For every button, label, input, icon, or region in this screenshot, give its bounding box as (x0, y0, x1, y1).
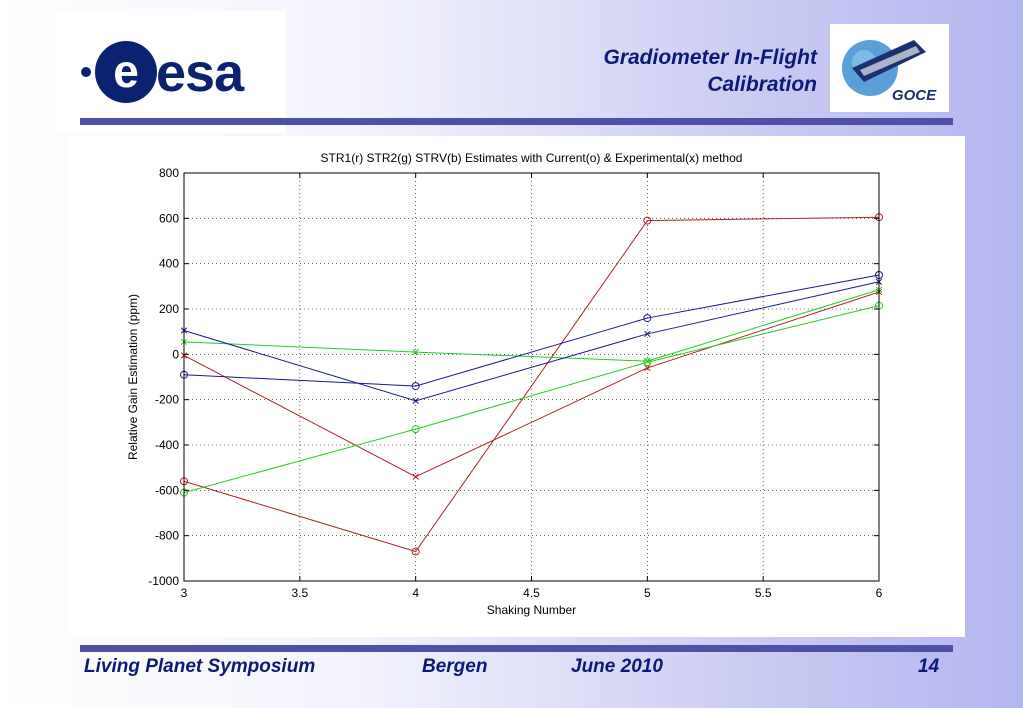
x-tick-label: 4.5 (523, 586, 540, 600)
header-divider (80, 118, 953, 125)
data-point-cross (644, 357, 651, 365)
slide-title-line2: Calibration (707, 73, 817, 96)
y-tick-label: 0 (172, 347, 179, 361)
chart-svg: 3 3.5 4 4.5 5 5.5 6 -1000 -800 -600 -400 -200 0 200 40… (126, 151, 883, 617)
footer-event: Living Planet Symposium (84, 656, 316, 677)
footer-divider (80, 645, 953, 652)
series-line (183, 281, 880, 402)
goce-logo-graphic: GOCE (842, 40, 937, 104)
esa-logo-graphic: e esa (81, 41, 246, 103)
slide-title: Gradiometer In-Flight Calibration (603, 44, 817, 98)
series-line (183, 274, 880, 387)
footer-location: Bergen (422, 656, 488, 677)
x-tick-label: 3.5 (291, 586, 308, 600)
series-line (183, 216, 880, 553)
data-point-circle (643, 216, 652, 225)
y-tick-label: -400 (155, 438, 179, 452)
data-point-circle (643, 314, 652, 323)
data-point-circle (411, 547, 420, 556)
y-tick-label: -200 (155, 393, 179, 407)
y-tick-label: -800 (155, 529, 179, 543)
y-axis-label: Relative Gain Estimation (ppm) (126, 294, 140, 460)
data-point-cross (644, 364, 651, 372)
y-tick-label: -600 (155, 483, 179, 497)
series-line (183, 291, 880, 478)
footer-date: June 2010 (571, 656, 663, 677)
y-tick-label: 800 (159, 166, 179, 180)
x-tick-label: 4 (412, 586, 419, 600)
data-point-cross (412, 348, 419, 356)
goce-satellite-panel (860, 46, 920, 76)
esa-logo-circle-letter: e (113, 45, 139, 97)
chart-title: STR1(r) STR2(g) STRV(b) Estimates with C… (321, 151, 743, 165)
esa-logo-circle (95, 41, 157, 103)
x-axis-label: Shaking Number (487, 603, 576, 617)
chart-panel: 3 3.5 4 4.5 5 5.5 6 -1000 -800 -600 -400 -200 0 200 40… (67, 136, 965, 637)
data-point-cross (644, 330, 651, 338)
esa-logo-text: esa (156, 43, 245, 103)
slide-title-line1: Gradiometer In-Flight (603, 46, 817, 69)
x-tick-label: 3 (181, 586, 188, 600)
data-point-circle (411, 382, 420, 391)
data-point-cross (412, 397, 419, 404)
x-tick-label: 5 (644, 586, 651, 600)
tick-layer: 3 3.5 4 4.5 5 5.5 6 -1000 -800 -600 -400 -200 0 200 40… (148, 166, 882, 600)
goce-logo-text: GOCE (892, 87, 937, 104)
series-line (183, 305, 880, 494)
grid-layer (184, 173, 879, 581)
data-point-circle (643, 358, 652, 367)
goce-logo: GOCE (830, 24, 949, 112)
y-tick-label: -1000 (148, 574, 179, 588)
y-tick-label: 400 (159, 257, 179, 271)
x-tick-label: 6 (876, 586, 883, 600)
footer-page-number: 14 (918, 656, 940, 677)
y-tick-label: 600 (159, 211, 179, 225)
data-point-circle (411, 425, 420, 434)
esa-logo: e esa (50, 11, 286, 133)
series-line (183, 289, 880, 362)
data-point-cross (412, 473, 419, 480)
y-tick-label: 200 (159, 302, 179, 316)
x-tick-label: 5.5 (755, 586, 772, 600)
series-layer (180, 213, 883, 556)
esa-logo-dot (81, 67, 91, 77)
